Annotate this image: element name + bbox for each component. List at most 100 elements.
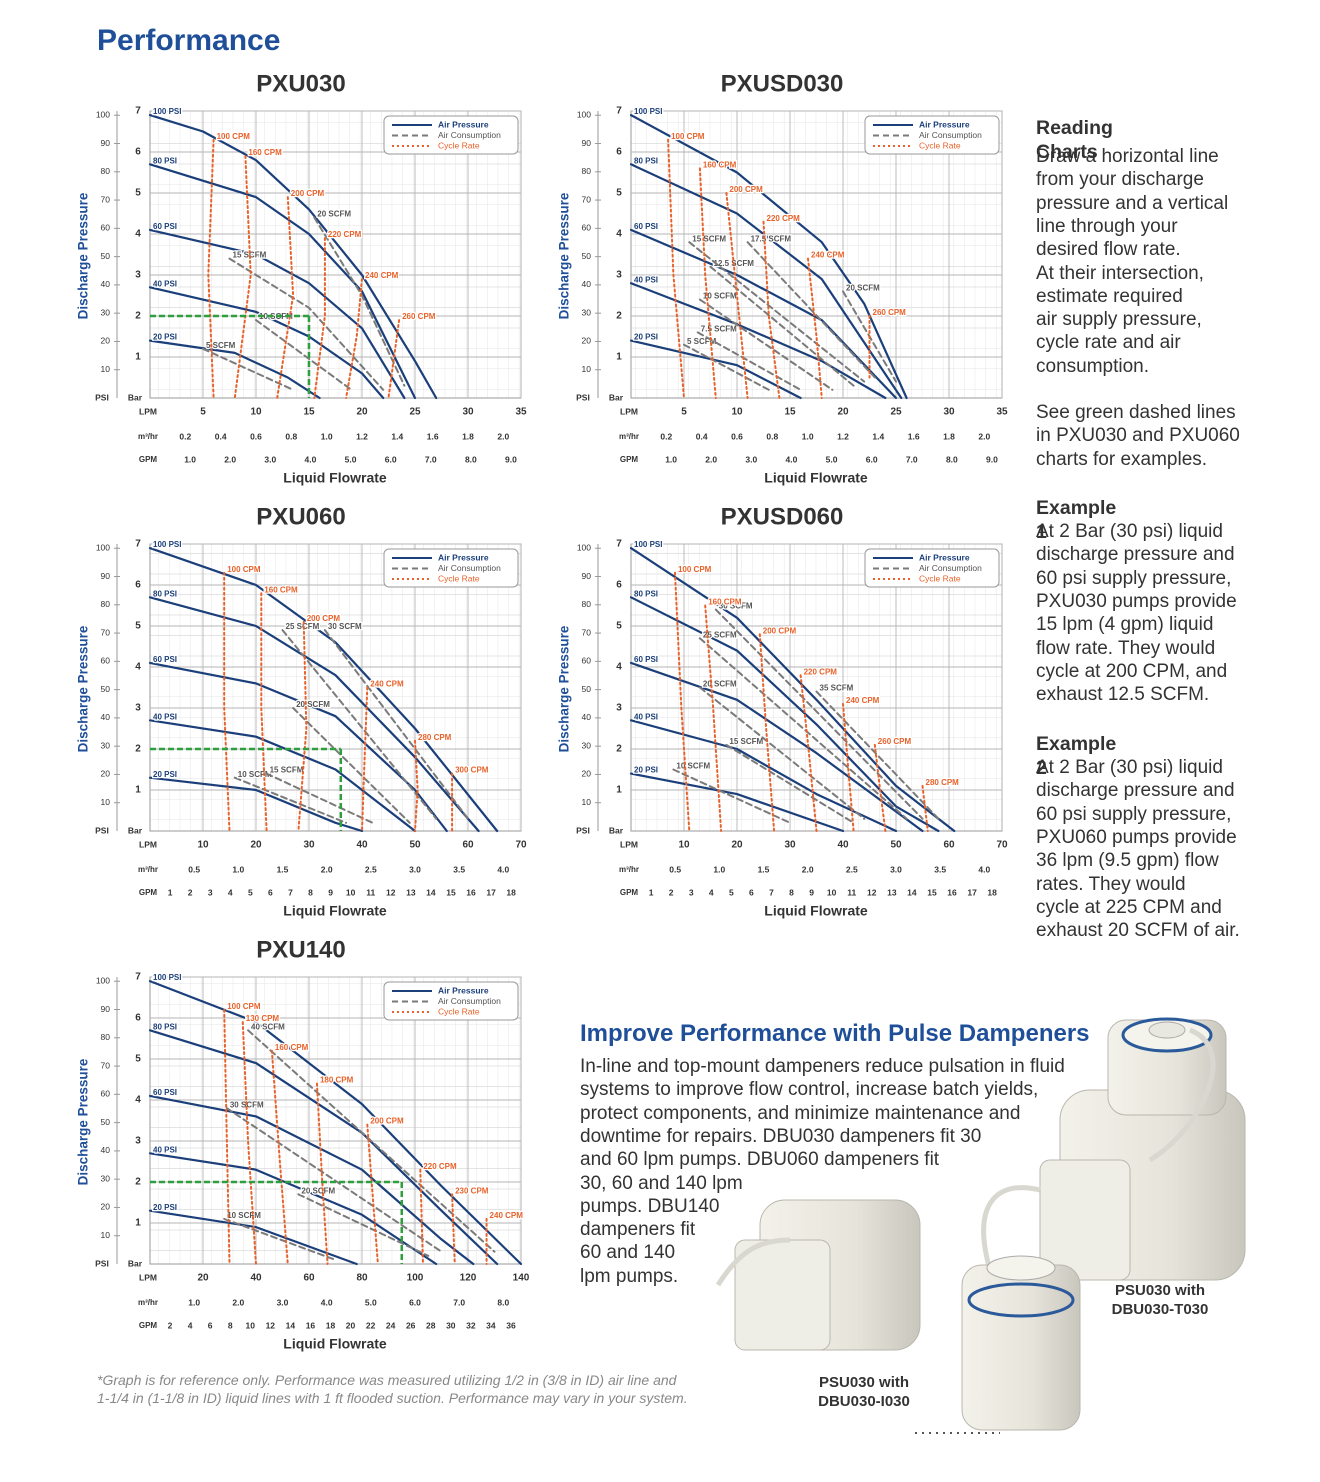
chart-title: PXU060 [256, 503, 345, 530]
curve-label: 15 SCFM [729, 737, 763, 746]
x2-unit: m³/hr [138, 865, 158, 874]
curve [725, 192, 749, 399]
y-tick-label: 2 [616, 744, 622, 755]
y2-tick-label: 60 [101, 223, 111, 233]
curve-label: 20 PSI [153, 333, 177, 342]
curve [345, 278, 363, 399]
x3-tick-label: 7 [769, 887, 774, 897]
curve [148, 547, 499, 833]
legend-label: Air Pressure [438, 119, 489, 129]
x3-tick-label: 3.0 [264, 454, 276, 464]
legend-label: Air Consumption [919, 563, 982, 573]
curve [696, 331, 802, 391]
y2-tick-label: 20 [101, 769, 111, 779]
x3-tick-label: 16 [947, 887, 957, 897]
x-tick-label: 70 [996, 840, 1008, 851]
curve-label: 280 CPM [926, 778, 960, 787]
curve-label: 40 PSI [153, 712, 177, 721]
legend-label: Air Pressure [919, 552, 970, 562]
x2-tick-label: 5.0 [365, 1297, 377, 1307]
curve-label: 40 PSI [153, 279, 177, 288]
x2-tick-label: 0.4 [215, 431, 227, 441]
curve-label: 60 PSI [634, 222, 658, 231]
y-tick-label: 1 [616, 785, 622, 796]
x2-tick-label: 0.6 [731, 431, 743, 441]
curve-label: 17.5 SCFM [751, 234, 792, 243]
curve-label: 180 CPM [320, 1076, 354, 1085]
curve [148, 980, 523, 1266]
y2-tick-label: 30 [101, 740, 111, 750]
curve [799, 674, 818, 832]
y2-tick-label: 40 [101, 1145, 111, 1155]
curve [672, 768, 791, 824]
curve [148, 596, 480, 833]
x3-tick-label: 1 [168, 887, 173, 897]
x3-tick-label: 4 [188, 1320, 193, 1330]
curve-label: 40 PSI [634, 275, 658, 284]
curve [276, 196, 295, 399]
curve [709, 265, 855, 387]
curve [629, 339, 802, 400]
x-tick-label: 40 [250, 1273, 262, 1284]
text-line: 30, 60 and 140 lpm [580, 1172, 743, 1194]
curve [225, 1107, 443, 1253]
y-tick-label: 2 [135, 311, 141, 322]
curve [148, 228, 406, 400]
curve-label: 220 CPM [767, 214, 801, 223]
x2-tick-label: 3.0 [890, 864, 902, 874]
x3-tick-label: 8 [228, 1320, 233, 1330]
y-tick-label: 1 [616, 352, 622, 363]
x2-tick-label: 4.0 [978, 864, 990, 874]
curve [260, 592, 268, 832]
y-tick-label: 1 [135, 352, 141, 363]
curve [758, 633, 776, 832]
y2-tick-label: 30 [582, 307, 592, 317]
y2-tick-label: 50 [101, 684, 111, 694]
curve-label: 220 CPM [423, 1162, 457, 1171]
x-tick-label: 60 [462, 840, 474, 851]
x2-tick-label: 3.5 [453, 864, 465, 874]
curve [148, 1094, 475, 1266]
curve-label: 20 PSI [153, 1203, 177, 1212]
x-tick-label: 20 [250, 840, 262, 851]
curve-label: 200 CPM [729, 185, 763, 194]
x2-tick-label: 1.0 [713, 864, 725, 874]
x3-tick-label: 5.0 [826, 454, 838, 464]
x2-tick-label: 8.0 [497, 1297, 509, 1307]
y2-tick-label: 90 [582, 571, 592, 581]
y2-tick-label: 40 [582, 279, 592, 289]
x3-tick-label: 11 [847, 887, 856, 897]
curve-label: 260 CPM [873, 308, 907, 317]
x3-tick-label: 9 [328, 887, 333, 897]
y2-tick-label: 50 [582, 251, 592, 261]
x3-tick-label: 8 [789, 887, 794, 897]
text-line: from your discharge [1036, 169, 1204, 191]
curve-label: 100 PSI [634, 107, 662, 116]
text-line: desired flow rate. [1036, 239, 1181, 261]
x-tick-label: 20 [731, 840, 743, 851]
x2-tick-label: 1.2 [356, 431, 368, 441]
curve [223, 571, 231, 832]
text-line: line through your [1036, 215, 1178, 237]
x-tick-label: 20 [356, 407, 368, 418]
curve-label: 80 PSI [634, 589, 658, 598]
curve-label: 15 SCFM [692, 234, 726, 243]
curve [698, 298, 834, 391]
x3-tick-label: 1.0 [184, 454, 196, 464]
heading: Example 2 [1036, 733, 1117, 779]
y2-tick-label: 30 [101, 1173, 111, 1183]
x-tick-label: 30 [462, 407, 474, 418]
y2-tick-label: 40 [582, 712, 592, 722]
y2-tick-label: 90 [101, 571, 111, 581]
x3-tick-label: 8 [308, 887, 313, 897]
curve [673, 571, 691, 832]
y-tick-label: 7 [135, 539, 141, 550]
curve [698, 686, 866, 820]
y2-tick-label: 10 [101, 1230, 111, 1240]
curve [265, 772, 374, 824]
curve-label: 100 PSI [153, 973, 181, 982]
x2-tick-label: 0.5 [669, 864, 681, 874]
